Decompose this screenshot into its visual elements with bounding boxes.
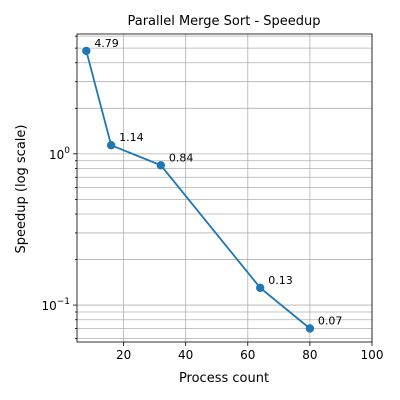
y-tick-label-exponent: −1 [57,297,70,307]
y-tick-label-exponent: 0 [64,146,70,156]
plot-frame [76,33,373,343]
data-point [156,161,166,170]
y-tick-label: 100 [49,146,70,162]
data-point [82,46,91,56]
axes [76,33,373,343]
x-tick-label: 20 [116,348,131,362]
data-point [256,283,265,293]
data-labels: 4.79 1.14 0.84 0.13 0.07 [94,37,342,328]
speedup-series-line [85,50,311,330]
data-label: 0.13 [268,274,293,287]
series [82,46,315,333]
y-axis-label: Speedup (log scale) [14,125,29,254]
x-tick-label: 60 [240,348,255,362]
x-tick-label: 40 [178,348,193,362]
data-label: 0.07 [318,315,343,328]
y-tick-label-base: 10 [49,148,64,162]
data-label: 0.84 [169,151,194,164]
x-tick-label: 100 [361,348,384,362]
x-tick-label: 80 [302,348,317,362]
y-tick-label: 10−1 [41,297,70,313]
data-label: 1.14 [119,131,144,144]
data-label: 4.79 [94,37,119,50]
chart-title: Parallel Merge Sort - Speedup [127,14,320,29]
grid [77,34,373,342]
x-axis-label: Process count [179,371,269,386]
data-point [305,324,315,333]
y-tick-label-base: 10 [41,299,56,313]
data-point [106,141,116,150]
